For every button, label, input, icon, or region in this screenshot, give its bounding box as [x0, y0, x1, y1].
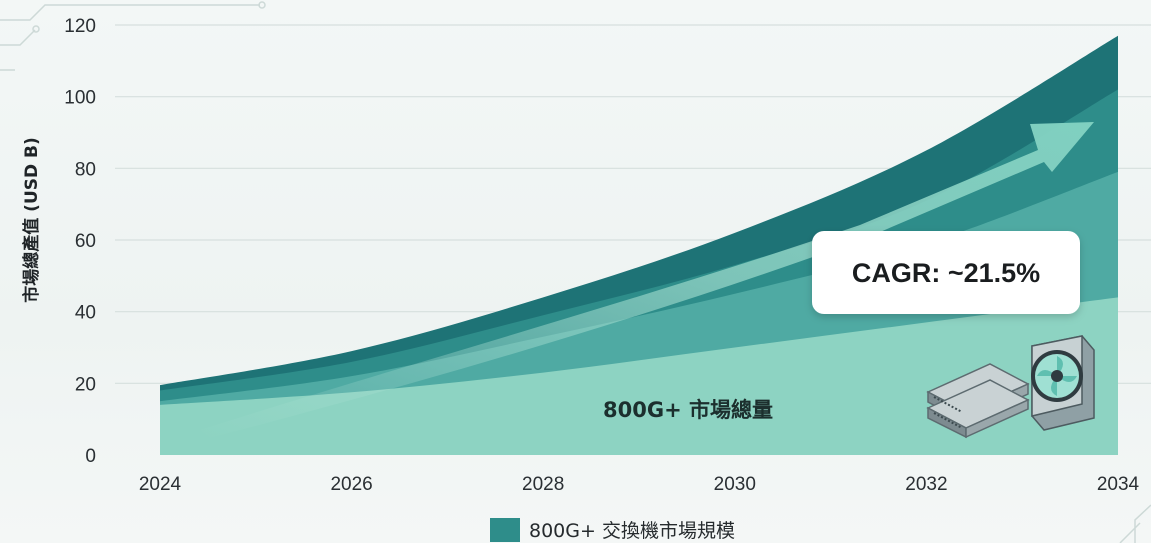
y-axis-ticks: 0 20 40 60 80 100 120 — [64, 16, 96, 467]
y-axis-title: 市場總產值 (USD B) — [21, 137, 42, 303]
x-tick-label: 2026 — [330, 474, 372, 495]
network-switch-icon — [926, 363, 1030, 439]
cagr-callout — [812, 231, 1080, 314]
legend-swatch — [490, 518, 520, 542]
y-tick-label: 80 — [75, 159, 96, 180]
y-tick-label: 40 — [75, 303, 96, 324]
x-tick-label: 2024 — [139, 474, 182, 495]
y-tick-label: 120 — [64, 16, 96, 37]
y-tick-label: 0 — [85, 446, 96, 467]
x-tick-label: 2032 — [905, 474, 947, 495]
legend: 800G+ 交換機市場規模 — [490, 518, 735, 542]
x-tick-label: 2030 — [714, 474, 756, 495]
cooling-fan-icon — [1031, 335, 1095, 431]
area-series — [159, 35, 1119, 455]
x-tick-label: 2028 — [522, 474, 564, 495]
area-label: 800G+ 市場總量 — [603, 398, 773, 422]
cagr-text: CAGR: ~21.5% — [852, 258, 1040, 288]
x-axis-ticks: 2024 2026 2028 2030 2032 2034 — [139, 474, 1140, 495]
growth-arrow — [200, 122, 1094, 438]
legend-label: 800G+ 交換機市場規模 — [529, 520, 735, 542]
y-tick-label: 60 — [75, 231, 96, 252]
y-tick-label: 20 — [75, 374, 96, 395]
switch-and-fan-illustration — [926, 335, 1095, 439]
y-tick-label: 100 — [64, 88, 96, 109]
area-series-1 — [160, 297, 1118, 455]
x-tick-label: 2034 — [1097, 474, 1140, 495]
